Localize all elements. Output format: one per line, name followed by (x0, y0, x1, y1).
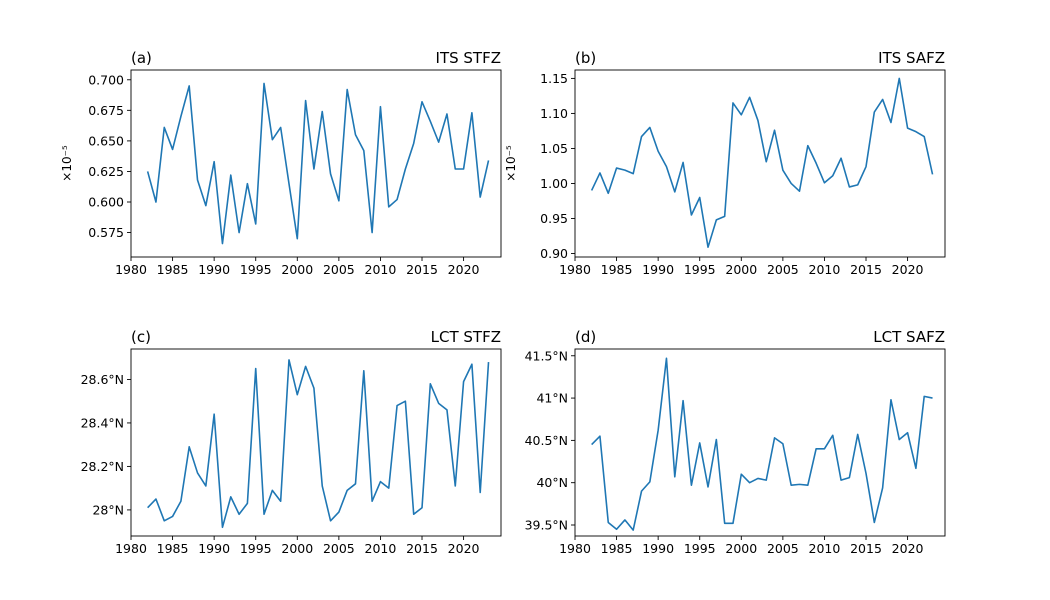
x-tick-label: 1985 (157, 541, 189, 556)
panel-title: LCT SAFZ (873, 328, 945, 346)
y-tick-label: 0.650 (88, 133, 124, 148)
y-tick-label: 1.10 (540, 106, 568, 121)
x-tick-label: 1995 (684, 262, 716, 277)
x-tick-label: 2000 (281, 262, 313, 277)
panel-label: (c) (131, 328, 151, 346)
x-tick-label: 2010 (365, 541, 397, 556)
x-tick-label: 2005 (323, 541, 355, 556)
chart-panel-d: 1980 1985 1990 1995 2000 2005 2010 2015 2020 39.5… (525, 328, 946, 556)
x-tick-label: 2015 (850, 262, 882, 277)
x-tick-label: 2020 (892, 541, 924, 556)
y-tick-label: 0.700 (88, 72, 124, 87)
x-tick-label: 2010 (809, 262, 841, 277)
y-tick-label: 28°N (92, 502, 124, 517)
series-line (591, 357, 933, 531)
x-tick-label: 1990 (642, 262, 674, 277)
series-line (146, 82, 490, 245)
x-tick-label: 2005 (767, 262, 799, 277)
panel-label: (d) (575, 328, 596, 346)
x-tick-label: 1995 (240, 541, 272, 556)
y-tick-label: 1.00 (540, 176, 568, 191)
series-line (147, 359, 490, 529)
x-tick-label: 1995 (684, 541, 716, 556)
axes-frame (130, 69, 502, 258)
chart-panel-a: 1980 1985 1990 1995 2000 2005 2010 2015 2020 0.57… (60, 49, 502, 277)
y-tick-label: 39.5°N (525, 518, 568, 533)
panel-title: ITS STFZ (436, 49, 501, 67)
x-tick-label: 1990 (198, 541, 230, 556)
x-tick-label: 1990 (198, 262, 230, 277)
panel-label: (b) (575, 49, 596, 67)
x-tick-label: 2005 (323, 262, 355, 277)
x-tick-label: 2020 (448, 541, 480, 556)
x-tick-label: 1980 (559, 541, 591, 556)
y-tick-label: 40°N (536, 475, 568, 490)
y-tick-label: 28.4°N (81, 415, 124, 430)
panel-title: LCT STFZ (431, 328, 501, 346)
x-tick-label: 2000 (281, 541, 313, 556)
y-tick-label: 0.675 (88, 103, 124, 118)
y-tick-label: 1.15 (540, 71, 568, 86)
x-tick-label: 2015 (406, 262, 438, 277)
x-tick-label: 2020 (892, 262, 924, 277)
y-tick-label: 0.575 (88, 225, 124, 240)
y-tick-label: 0.95 (540, 211, 568, 226)
x-tick-label: 2020 (448, 262, 480, 277)
x-tick-label: 2000 (725, 541, 757, 556)
y-tick-label: 1.05 (540, 141, 568, 156)
y-tick-label: 41.5°N (525, 348, 568, 363)
y-tick-label: 0.625 (88, 164, 124, 179)
panels: 1980 1985 1990 1995 2000 2005 2010 2015 2020 0.57… (60, 49, 946, 556)
y-tick-label: 28.2°N (81, 459, 124, 474)
x-tick-label: 2015 (406, 541, 438, 556)
y-tick-label: 28.6°N (81, 372, 124, 387)
x-tick-label: 2015 (850, 541, 882, 556)
panel-label: (a) (131, 49, 152, 67)
axes-frame (574, 348, 946, 537)
axes-frame (130, 348, 502, 537)
x-tick-label: 1980 (559, 262, 591, 277)
y-tick-label: 40.5°N (525, 433, 568, 448)
x-tick-label: 1980 (115, 262, 147, 277)
y-tick-label: 0.600 (88, 195, 124, 210)
x-tick-label: 1990 (642, 541, 674, 556)
y-tick-label: 41°N (536, 391, 568, 406)
chart-panel-c: 1980 1985 1990 1995 2000 2005 2010 2015 2020 28°N… (81, 328, 502, 556)
axes-frame (574, 69, 946, 258)
chart-panel-b: 1980 1985 1990 1995 2000 2005 2010 2015 2020 0.90… (504, 49, 946, 277)
x-tick-label: 2010 (365, 262, 397, 277)
x-tick-label: 1985 (157, 262, 189, 277)
series-line (590, 77, 934, 248)
x-tick-label: 1995 (240, 262, 272, 277)
x-tick-label: 2010 (809, 541, 841, 556)
x-tick-label: 2000 (725, 262, 757, 277)
y-tick-label: 0.90 (540, 246, 568, 261)
x-tick-label: 2005 (767, 541, 799, 556)
x-tick-label: 1985 (601, 541, 633, 556)
y-unit-label: ×10⁻⁵ (60, 145, 74, 182)
x-tick-label: 1980 (115, 541, 147, 556)
panel-title: ITS SAFZ (878, 49, 945, 67)
x-tick-label: 1985 (601, 262, 633, 277)
y-unit-label: ×10⁻⁵ (504, 145, 518, 182)
